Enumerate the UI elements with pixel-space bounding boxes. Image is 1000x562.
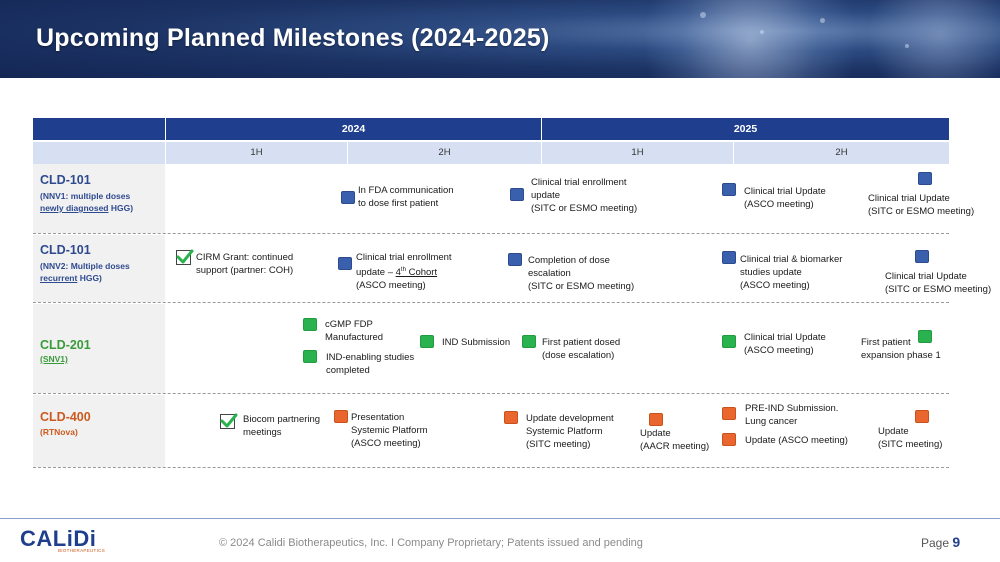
- row-sub-line1: (NNV2: Multiple doses: [40, 261, 130, 271]
- year-divider: [541, 118, 542, 140]
- row-sub-rest: HGG): [77, 273, 102, 283]
- row-sub-underlined: recurrent: [40, 273, 78, 283]
- milestone-marker-orange: [504, 411, 518, 424]
- banner-glow: [620, 0, 880, 78]
- milestone-label: Clinical trial Update (SITC or ESMO meeti…: [868, 193, 975, 217]
- half-divider: [347, 142, 348, 164]
- row-label-bg: [33, 235, 165, 302]
- completed-check-icon: [176, 249, 194, 265]
- milestone-label: Clinical trial enrollment update – 4th C…: [356, 252, 452, 292]
- milestone-label: IND Submission: [442, 337, 511, 348]
- row-cld101-nnv2-name: CLD-101: [40, 243, 91, 257]
- milestone-label: Clinical trial Update (ASCO meeting): [744, 186, 826, 210]
- banner-dot: [760, 30, 764, 34]
- row-label-bg: [33, 304, 165, 393]
- milestone-marker-green: [303, 318, 317, 331]
- row-label-bg: [33, 395, 165, 467]
- row-sub-rest: HGG): [108, 203, 134, 213]
- banner-glow: [860, 0, 1000, 78]
- row-divider: [33, 467, 949, 468]
- milestone-label: In FDA communication to dose first patien…: [358, 185, 454, 209]
- page-number: Page 9: [921, 534, 960, 550]
- year-2024-header: 2024: [166, 118, 541, 140]
- milestone-marker-blue: [918, 172, 932, 185]
- row-cld101-nnv2-sub: (NNV2: Multiple doses recurrent HGG): [40, 260, 130, 284]
- milestone-label: Update (ASCO meeting): [745, 435, 848, 446]
- milestone-label: IND-enabling studies completed: [326, 352, 415, 376]
- logo-subtext: BIOTHERAPEUTICS: [58, 548, 106, 553]
- logo-wordmark: CALiDi: [20, 526, 97, 551]
- milestone-label: cGMP FDP Manufactured: [325, 319, 384, 343]
- banner-dot: [700, 12, 706, 18]
- milestone-label: Update (AACR meeting): [640, 428, 710, 452]
- milestone-label: Presentation Systemic Platform (ASCO meeti…: [351, 412, 428, 449]
- page-number-value: 9: [952, 534, 961, 550]
- milestone-marker-green: [918, 330, 932, 343]
- page-label: Page: [921, 536, 950, 550]
- milestone-label: Clinical trial enrollment update (SITC or …: [531, 177, 638, 214]
- row-sub-line1: (NNV1: multiple doses: [40, 191, 131, 201]
- half-2025-2h: 2H: [734, 142, 949, 164]
- row-divider: [33, 393, 949, 394]
- milestone-marker-blue: [915, 250, 929, 263]
- row-divider: [33, 233, 949, 234]
- completed-check-icon: [220, 413, 238, 429]
- row-cld101-nnv1-sub: (NNV1: multiple doses newly diagnosed HG…: [40, 190, 133, 214]
- half-divider: [733, 142, 734, 164]
- milestone-label: Update (SITC meeting): [878, 426, 943, 450]
- milestone-marker-orange: [649, 413, 663, 426]
- milestone-label: Biocom partnering meetings: [243, 414, 321, 438]
- milestone-label: PRE-IND Submission. Lung cancer: [745, 403, 839, 427]
- header-corner: [33, 118, 165, 140]
- banner-dot: [905, 44, 909, 48]
- row-divider: [33, 302, 949, 303]
- milestone-label: First patient expansion phase 1: [861, 337, 941, 361]
- milestone-label: CIRM Grant: continued support (partner: C…: [196, 252, 294, 276]
- milestone-label: Clinical trial & biomarker studies update…: [740, 254, 843, 291]
- half-row-corner: [33, 142, 165, 164]
- milestone-marker-green: [722, 335, 736, 348]
- row-label-bg: [33, 164, 165, 233]
- copyright-notice: © 2024 Calidi Biotherapeutics, Inc. I Co…: [219, 537, 643, 549]
- milestone-marker-green: [522, 335, 536, 348]
- milestone-label: First patient dosed (dose escalation): [542, 337, 621, 361]
- milestone-marker-orange: [722, 407, 736, 420]
- half-2024-1h: 1H: [166, 142, 347, 164]
- row-cld400-name: CLD-400: [40, 410, 91, 424]
- half-2025-1h: 1H: [542, 142, 733, 164]
- company-logo: CALiDi BIOTHERAPEUTICS: [20, 526, 106, 556]
- row-cld201-sub: (SNV1): [40, 354, 68, 364]
- row-cld201-name: CLD-201: [40, 338, 91, 352]
- half-2024-2h: 2H: [348, 142, 541, 164]
- milestone-marker-blue: [722, 251, 736, 264]
- milestone-marker-blue: [510, 188, 524, 201]
- banner-dot: [820, 18, 825, 23]
- milestone-label: Clinical trial Update (ASCO meeting): [744, 332, 826, 356]
- title-banner: Upcoming Planned Milestones (2024-2025): [0, 0, 1000, 78]
- footer-divider: [0, 518, 1000, 519]
- milestone-marker-blue: [722, 183, 736, 196]
- milestone-marker-orange: [722, 433, 736, 446]
- milestone-marker-blue: [341, 191, 355, 204]
- milestone-marker-green: [420, 335, 434, 348]
- milestone-label: Clinical trial Update (SITC or ESMO meeti…: [885, 271, 992, 295]
- milestone-marker-orange: [334, 410, 348, 423]
- half-divider: [541, 142, 542, 164]
- milestone-marker-orange: [915, 410, 929, 423]
- row-sub-underlined: newly diagnosed: [40, 203, 109, 213]
- page-title: Upcoming Planned Milestones (2024-2025): [36, 24, 550, 52]
- year-2025-header: 2025: [542, 118, 949, 140]
- row-cld101-nnv1-name: CLD-101: [40, 173, 91, 187]
- milestone-marker-blue: [508, 253, 522, 266]
- milestone-marker-blue: [338, 257, 352, 270]
- milestone-label: Completion of dose escalation (SITC or ESM…: [528, 255, 635, 292]
- milestone-label: Update development Systemic Platform (SITC…: [526, 413, 614, 450]
- milestone-marker-green: [303, 350, 317, 363]
- row-cld400-sub: (RTNova): [40, 427, 78, 437]
